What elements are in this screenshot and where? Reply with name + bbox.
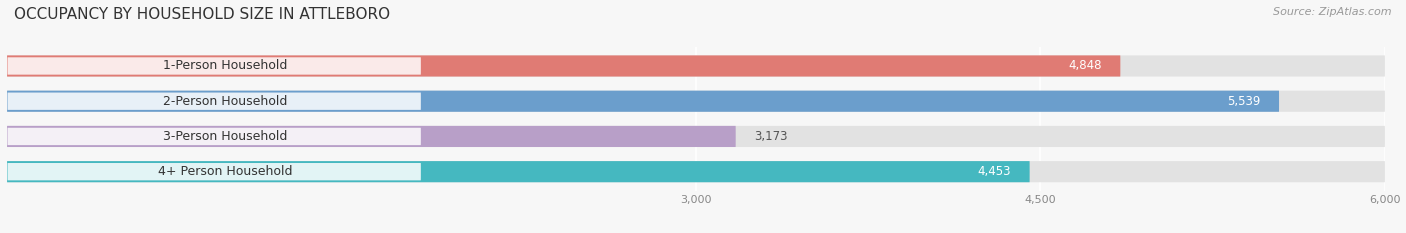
FancyBboxPatch shape <box>7 57 420 75</box>
Text: 2-Person Household: 2-Person Household <box>163 95 287 108</box>
Text: 4,453: 4,453 <box>977 165 1011 178</box>
Text: 5,539: 5,539 <box>1227 95 1261 108</box>
FancyBboxPatch shape <box>7 163 420 180</box>
FancyBboxPatch shape <box>7 161 1385 182</box>
FancyBboxPatch shape <box>7 126 1385 147</box>
FancyBboxPatch shape <box>7 161 1029 182</box>
FancyBboxPatch shape <box>7 91 1385 112</box>
FancyBboxPatch shape <box>7 55 1385 77</box>
Text: Source: ZipAtlas.com: Source: ZipAtlas.com <box>1274 7 1392 17</box>
Text: 3,173: 3,173 <box>754 130 787 143</box>
Text: 4,848: 4,848 <box>1069 59 1102 72</box>
FancyBboxPatch shape <box>7 126 735 147</box>
Text: 4+ Person Household: 4+ Person Household <box>157 165 292 178</box>
Text: 3-Person Household: 3-Person Household <box>163 130 287 143</box>
FancyBboxPatch shape <box>7 55 1121 77</box>
Text: 1-Person Household: 1-Person Household <box>163 59 287 72</box>
FancyBboxPatch shape <box>7 91 1279 112</box>
FancyBboxPatch shape <box>7 128 420 145</box>
FancyBboxPatch shape <box>7 93 420 110</box>
Text: OCCUPANCY BY HOUSEHOLD SIZE IN ATTLEBORO: OCCUPANCY BY HOUSEHOLD SIZE IN ATTLEBORO <box>14 7 391 22</box>
